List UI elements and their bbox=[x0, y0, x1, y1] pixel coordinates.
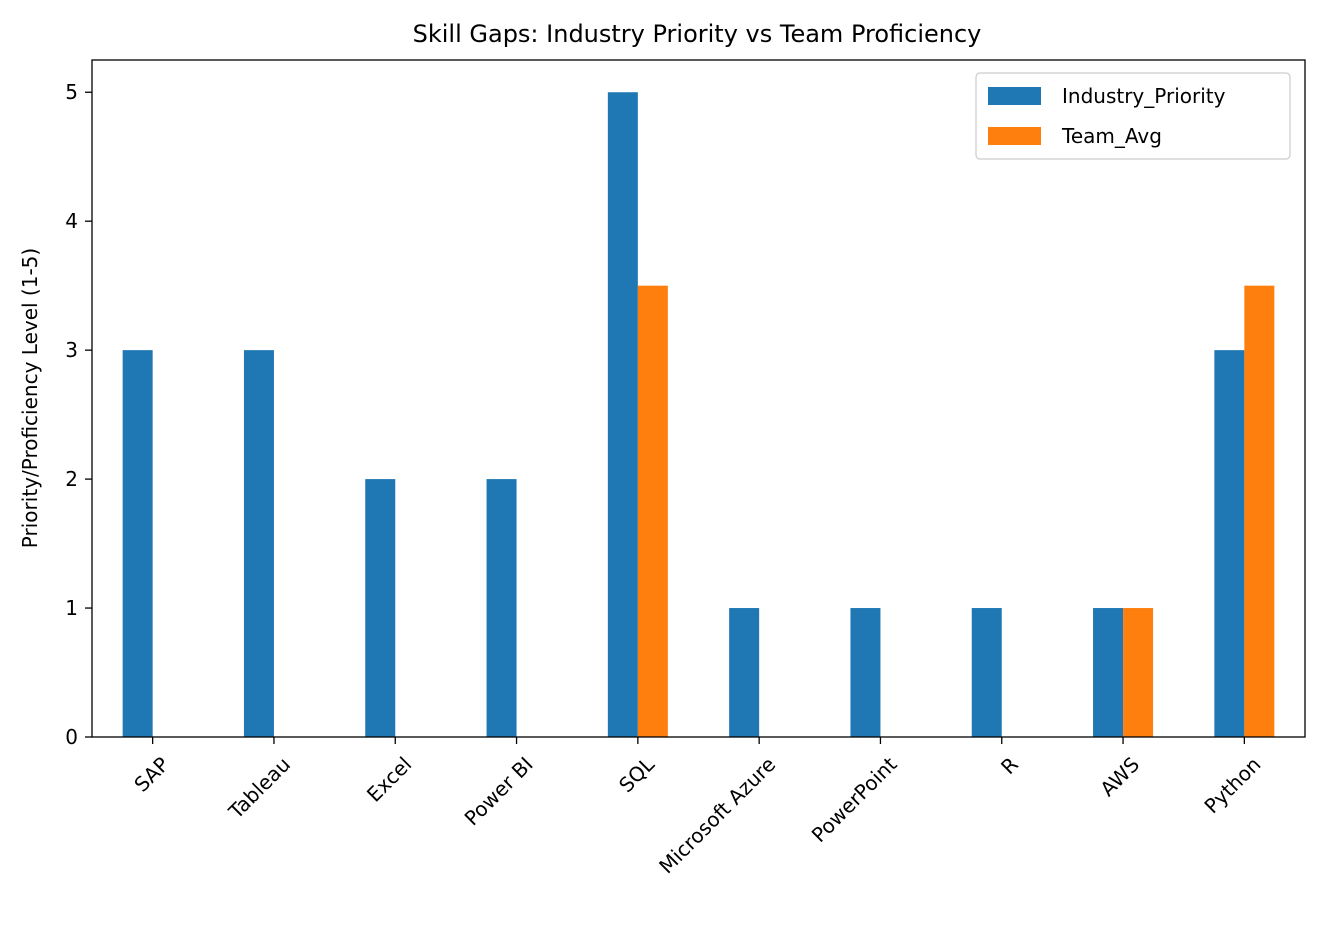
legend-swatch-team-avg bbox=[988, 127, 1041, 145]
bar-industry-priority-sql bbox=[607, 92, 638, 737]
legend-label-industry-priority: Industry_Priority bbox=[1062, 84, 1226, 108]
bar-industry-priority-python bbox=[1214, 350, 1245, 737]
bar-industry-priority-powerpoint bbox=[850, 608, 881, 737]
axes-frame bbox=[91, 59, 1306, 738]
x-tick-label-tableau: Tableau bbox=[223, 752, 295, 824]
bar-industry-priority-excel bbox=[365, 479, 396, 737]
x-tick-label-r: R bbox=[996, 752, 1023, 779]
legend-label-team-avg: Team_Avg bbox=[1061, 124, 1162, 148]
bar-industry-priority-power-bi bbox=[486, 479, 517, 737]
x-tick-label-aws: AWS bbox=[1095, 752, 1144, 801]
y-tick-label: 3 bbox=[65, 338, 78, 362]
legend-box bbox=[975, 72, 1291, 160]
bar-industry-priority-r bbox=[971, 608, 1002, 737]
bar-team-avg-sql bbox=[637, 285, 668, 737]
x-tick-label-excel: Excel bbox=[362, 752, 416, 806]
plot-area: 0 1 2 3 4 5 SAP Tableau Excel Power BI SQLMicrosof… bbox=[65, 59, 1306, 878]
bar-team-avg-aws bbox=[1123, 608, 1154, 737]
x-tick-label-microsoft-azure: Microsoft Azure bbox=[654, 752, 780, 878]
y-tick-label: 2 bbox=[65, 467, 78, 491]
bar-industry-priority-microsoft-azure bbox=[729, 608, 760, 737]
x-tick-label-powerpoint: PowerPoint bbox=[807, 752, 902, 847]
y-tick-label: 0 bbox=[65, 725, 78, 749]
bar-team-avg-python bbox=[1244, 285, 1275, 737]
bar-industry-priority-tableau bbox=[243, 350, 274, 737]
y-tick-label: 1 bbox=[65, 596, 78, 620]
chart-title: Skill Gaps: Industry Priority vs Team Pr… bbox=[413, 20, 982, 48]
x-tick-label-sap: SAP bbox=[129, 752, 173, 796]
x-tick-label-sql: SQL bbox=[614, 752, 660, 798]
legend-swatch-industry-priority bbox=[988, 87, 1041, 105]
bar-industry-priority-sap bbox=[122, 350, 153, 737]
legend: Industry_Priority Team_Avg bbox=[975, 72, 1291, 160]
bar-industry-priority-aws bbox=[1093, 608, 1124, 737]
y-tick-label: 4 bbox=[65, 209, 78, 233]
y-tick-label: 5 bbox=[65, 80, 78, 104]
y-axis-label: Priority/Proficiency Level (1-5) bbox=[18, 248, 42, 548]
x-tick-label-power-bi: Power BI bbox=[460, 752, 538, 830]
x-tick-label-python: Python bbox=[1199, 752, 1265, 818]
